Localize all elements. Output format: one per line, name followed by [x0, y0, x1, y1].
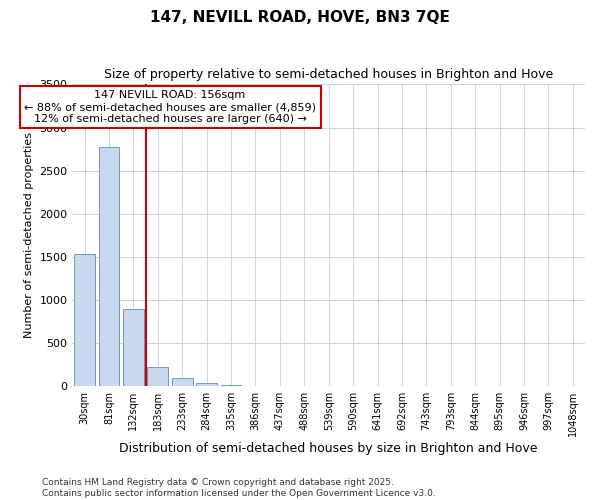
Y-axis label: Number of semi-detached properties: Number of semi-detached properties	[24, 132, 34, 338]
Bar	[196, 383, 217, 386]
Text: 147, NEVILL ROAD, HOVE, BN3 7QE: 147, NEVILL ROAD, HOVE, BN3 7QE	[150, 10, 450, 25]
Bar	[148, 368, 168, 386]
Text: Contains HM Land Registry data © Crown copyright and database right 2025.
Contai: Contains HM Land Registry data © Crown c…	[42, 478, 436, 498]
Title: Size of property relative to semi-detached houses in Brighton and Hove: Size of property relative to semi-detach…	[104, 68, 553, 80]
Bar	[74, 254, 95, 386]
Text: 147 NEVILL ROAD: 156sqm
← 88% of semi-detached houses are smaller (4,859)
12% of: 147 NEVILL ROAD: 156sqm ← 88% of semi-de…	[24, 90, 316, 124]
X-axis label: Distribution of semi-detached houses by size in Brighton and Hove: Distribution of semi-detached houses by …	[119, 442, 538, 455]
Bar	[98, 146, 119, 386]
Bar	[123, 308, 144, 386]
Bar	[172, 378, 193, 386]
